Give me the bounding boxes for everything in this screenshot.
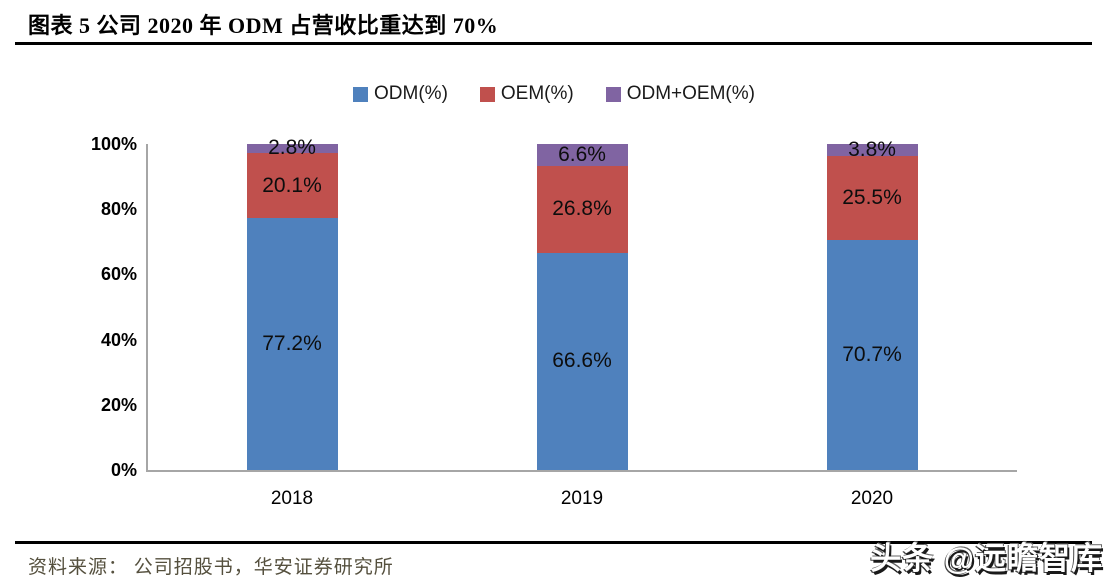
y-axis-tick-label: 20% — [100, 394, 137, 415]
footer-divider-line — [15, 541, 1092, 544]
bar-segment-2019-OEM(%) — [536, 165, 628, 253]
bar-segment-2020-OEM(%) — [826, 156, 918, 240]
x-axis-tick-label-2020: 2020 — [850, 488, 894, 509]
y-axis-tick-label: 80% — [100, 199, 137, 220]
legend-label: ODM(%) — [374, 83, 448, 104]
chart-legend: ODM(%) OEM(%) ODM+OEM(%) — [0, 83, 1108, 105]
bar-segment-2019-ODM+OEM(%) — [536, 144, 628, 166]
bar-segment-2018-ODM+OEM(%) — [246, 143, 338, 153]
legend-swatch-icon — [605, 86, 621, 102]
data-label-2018-ODM+OEM(%): 2.8% — [268, 136, 316, 160]
y-axis-tick-label: 60% — [100, 264, 137, 285]
plot-area: 0% 20% 40% 60% 80% 100% 77.2% 20.1% 2.8% 2018 66.6… — [91, 134, 1017, 509]
data-label-2020-OEM(%): 25.5% — [842, 185, 902, 209]
data-label-2018-ODM(%): 77.2% — [262, 332, 322, 356]
y-axis-tick-label: 0% — [110, 460, 137, 480]
data-label-2020-ODM+OEM(%): 3.8% — [848, 138, 896, 162]
y-axis-tick-label: 100% — [90, 134, 137, 154]
bar-segment-2018-OEM(%) — [246, 152, 338, 219]
x-axis-tick-label-2019: 2019 — [560, 488, 604, 509]
watermark-text: 头条 @远瞻智库 — [870, 541, 1103, 576]
legend-item-2: ODM+OEM(%) — [605, 83, 755, 105]
y-axis-line — [146, 144, 148, 470]
legend-item-1: OEM(%) — [479, 83, 574, 105]
bar-segment-2018-ODM(%) — [246, 218, 338, 470]
legend-swatch-icon — [353, 86, 369, 102]
title-divider-line — [15, 42, 1092, 45]
legend-label: ODM+OEM(%) — [626, 83, 755, 104]
data-label-2019-OEM(%): 26.8% — [552, 197, 612, 221]
x-axis-tick-label-2018: 2018 — [270, 488, 314, 509]
x-axis-line — [146, 470, 1017, 472]
data-label-2018-OEM(%): 20.1% — [262, 173, 322, 197]
y-axis-tick-label: 40% — [100, 329, 137, 350]
legend-item-0: ODM(%) — [353, 83, 448, 105]
bar-segment-2019-ODM(%) — [536, 252, 628, 470]
legend-label: OEM(%) — [500, 83, 574, 104]
bar-segment-2020-ODM(%) — [826, 239, 918, 470]
bar-segment-2020-ODM+OEM(%) — [826, 144, 918, 157]
chart-title: 图表 5 公司 2020 年 ODM 占营收比重达到 70% — [28, 13, 499, 38]
data-label-2020-ODM(%): 70.7% — [842, 342, 902, 366]
legend-swatch-icon — [479, 86, 495, 102]
source-note: 资料来源： 公司招股书，华安证券研究所 — [28, 557, 394, 578]
data-label-2019-ODM+OEM(%): 6.6% — [558, 142, 606, 166]
data-label-2019-ODM(%): 66.6% — [552, 349, 612, 373]
